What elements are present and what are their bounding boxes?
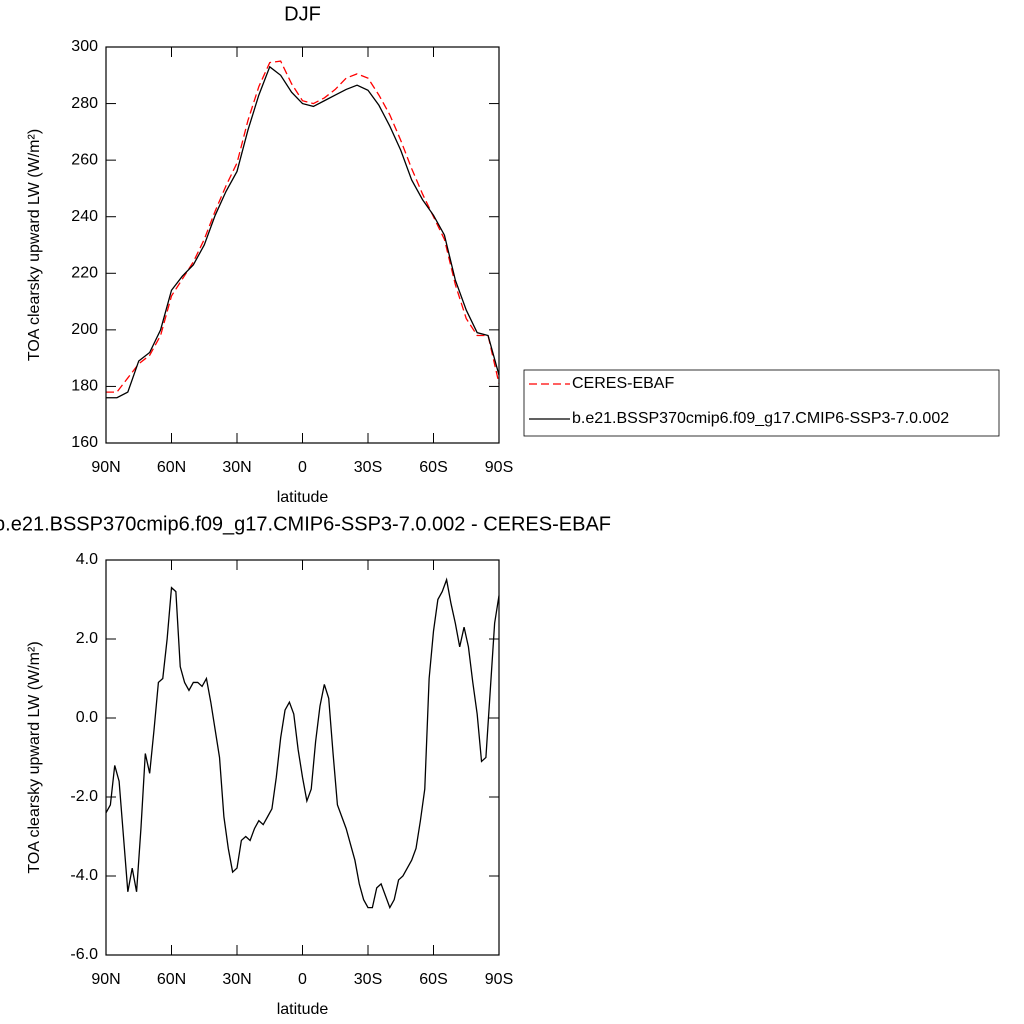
y-tick-label: 2.0 bbox=[76, 630, 98, 647]
x-tick-label: 90N bbox=[91, 971, 120, 988]
data-line bbox=[106, 65, 500, 399]
y-tick-label: 220 bbox=[71, 265, 98, 282]
y-tick-label: 0.0 bbox=[76, 709, 98, 726]
x-tick-label: 90S bbox=[485, 459, 513, 476]
x-tick-label: 60N bbox=[157, 459, 186, 476]
y-tick-label: 300 bbox=[71, 38, 98, 55]
x-tick-label: 60S bbox=[419, 971, 447, 988]
legend-label: b.e21.BSSP370cmip6.f09_g17.CMIP6-SSP3-7.… bbox=[572, 410, 949, 427]
y-tick-label: 280 bbox=[71, 95, 98, 112]
chart-title: b.e21.BSSP370cmip6.f09_g17.CMIP6-SSP3-7.… bbox=[0, 513, 611, 535]
y-tick-label: 260 bbox=[71, 151, 98, 168]
data-line bbox=[106, 60, 500, 393]
x-tick-label: 0 bbox=[298, 459, 307, 476]
y-tick-label: 160 bbox=[71, 434, 98, 451]
x-tick-label: 0 bbox=[298, 971, 307, 988]
legend-label: CERES-EBAF bbox=[572, 375, 674, 392]
x-tick-label: 30N bbox=[222, 459, 251, 476]
x-axis-label: latitude bbox=[277, 489, 329, 506]
y-tick-label: 4.0 bbox=[76, 551, 98, 568]
y-axis-label: TOA clearsky upward LW (W/m²) bbox=[26, 129, 43, 361]
legend-box bbox=[523, 369, 1000, 437]
y-tick-label: 200 bbox=[71, 321, 98, 338]
y-tick-label: -4.0 bbox=[70, 867, 98, 884]
x-tick-label: 30S bbox=[354, 971, 382, 988]
chart-title: DJF bbox=[284, 3, 321, 25]
plot-frame bbox=[105, 559, 500, 956]
y-tick-label: 180 bbox=[71, 378, 98, 395]
x-tick-label: 30N bbox=[222, 971, 251, 988]
y-tick-label: -2.0 bbox=[70, 788, 98, 805]
x-tick-label: 90S bbox=[485, 971, 513, 988]
y-tick-label: -6.0 bbox=[70, 946, 98, 963]
x-axis-label: latitude bbox=[277, 1001, 329, 1018]
x-tick-label: 90N bbox=[91, 459, 120, 476]
x-tick-label: 60N bbox=[157, 971, 186, 988]
x-tick-label: 60S bbox=[419, 459, 447, 476]
y-axis-label: TOA clearsky upward LW (W/m²) bbox=[26, 641, 43, 873]
x-tick-label: 30S bbox=[354, 459, 382, 476]
data-line bbox=[105, 577, 500, 910]
y-tick-label: 240 bbox=[71, 208, 98, 225]
plot-frame bbox=[105, 46, 500, 444]
